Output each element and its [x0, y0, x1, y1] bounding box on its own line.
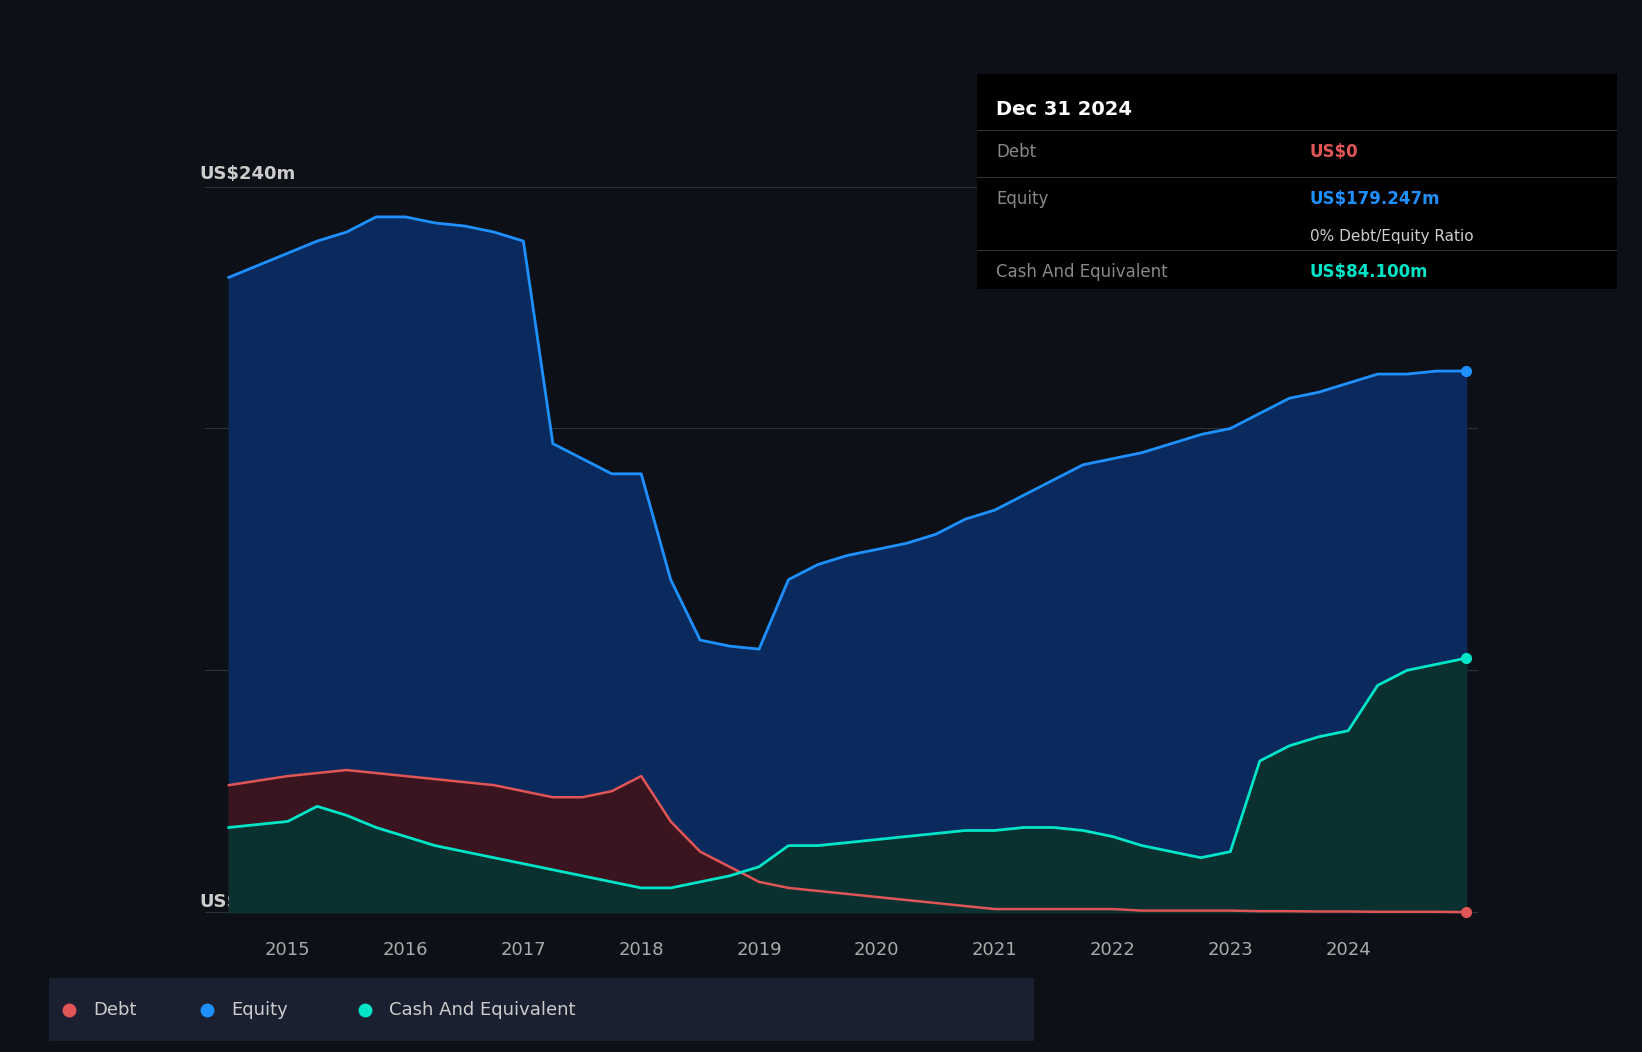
Text: Equity: Equity — [232, 1000, 289, 1019]
Text: US$179.247m: US$179.247m — [1310, 190, 1440, 208]
Text: Cash And Equivalent: Cash And Equivalent — [389, 1000, 576, 1019]
Text: US$0: US$0 — [1310, 143, 1358, 161]
Text: US$240m: US$240m — [199, 165, 296, 183]
Text: Dec 31 2024: Dec 31 2024 — [997, 100, 1133, 119]
Text: US$0: US$0 — [199, 892, 251, 911]
Text: Cash And Equivalent: Cash And Equivalent — [997, 263, 1167, 282]
Text: Debt: Debt — [94, 1000, 136, 1019]
Text: Equity: Equity — [997, 190, 1049, 208]
Text: 0% Debt/Equity Ratio: 0% Debt/Equity Ratio — [1310, 229, 1473, 244]
Text: US$84.100m: US$84.100m — [1310, 263, 1429, 282]
Text: Debt: Debt — [997, 143, 1036, 161]
